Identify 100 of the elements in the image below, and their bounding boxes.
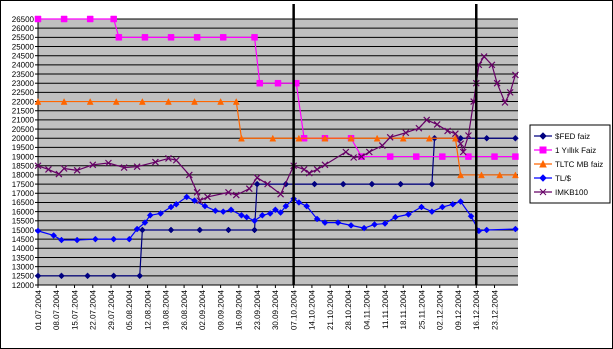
y-tick-label: 24000 — [12, 60, 35, 70]
point — [506, 88, 514, 96]
point — [457, 198, 464, 205]
point — [254, 174, 261, 182]
point — [251, 218, 258, 224]
y-tick-label: 21000 — [12, 116, 35, 125]
point — [194, 34, 200, 41]
point — [86, 16, 94, 22]
point — [392, 214, 399, 220]
point — [89, 161, 96, 168]
y-tick-label: 17000 — [12, 189, 35, 198]
point — [74, 166, 81, 174]
point — [464, 132, 472, 140]
point — [168, 34, 174, 41]
point — [136, 272, 143, 280]
point — [110, 16, 117, 22]
point — [246, 185, 253, 192]
point — [191, 197, 198, 204]
point — [423, 116, 430, 124]
y-tick-label: 22500 — [12, 88, 35, 98]
point — [232, 192, 240, 199]
point — [186, 171, 193, 179]
point — [259, 212, 266, 219]
point — [465, 153, 472, 160]
x-tick-label: 16.09.2004 — [234, 289, 244, 330]
point — [238, 212, 245, 219]
point — [165, 98, 172, 105]
point — [296, 134, 302, 142]
point — [290, 162, 298, 170]
point — [450, 201, 456, 208]
y-tick-label: 19000 — [12, 152, 35, 162]
x-tick-label: 23.12.2004 — [490, 289, 500, 330]
point — [34, 272, 42, 280]
point — [139, 98, 146, 105]
x-tick-label: 04.11.2004 — [362, 289, 372, 330]
point — [386, 134, 394, 141]
y-tick-label: 17500 — [12, 180, 35, 189]
x-tick-label: 23.09.2004 — [252, 289, 262, 330]
y-tick-label: 12000 — [12, 280, 35, 290]
point — [378, 142, 386, 150]
point — [272, 206, 279, 214]
y-tick-label: 16500 — [12, 198, 35, 208]
point — [340, 180, 346, 188]
point — [306, 169, 313, 177]
point — [238, 134, 245, 142]
x-tick-label: 26.08.2004 — [180, 289, 189, 330]
point — [501, 98, 509, 106]
point — [92, 236, 99, 242]
point — [74, 236, 80, 244]
point — [194, 188, 201, 196]
x-tick-label: 18.11.2004 — [399, 289, 408, 330]
point — [86, 98, 94, 105]
y-tick-label: 20500 — [12, 124, 35, 134]
y-tick-label: 26000 — [12, 24, 35, 33]
x-tick-label: 29.07.2004 — [106, 289, 116, 330]
point — [457, 172, 464, 178]
point — [483, 134, 490, 142]
point — [196, 226, 203, 234]
point — [512, 226, 519, 232]
point — [426, 134, 433, 142]
point — [296, 199, 302, 206]
point — [366, 148, 373, 156]
x-tick-label: 12.08.2004 — [143, 289, 152, 330]
point — [34, 98, 42, 105]
point — [415, 124, 422, 132]
y-tick-label: 15000 — [12, 226, 35, 235]
point — [277, 190, 284, 198]
point — [512, 172, 519, 178]
legend-label: 1 Yıllık Faiz — [555, 146, 596, 155]
point — [134, 226, 140, 232]
y-tick-label: 21500 — [12, 106, 35, 116]
point — [142, 219, 148, 226]
point — [168, 204, 174, 210]
point — [428, 208, 436, 215]
point — [413, 153, 420, 160]
point — [183, 194, 190, 200]
x-tick-label: 28.10.2004 — [344, 289, 354, 330]
point — [270, 134, 276, 142]
x-tick-label: 21.10.2004 — [326, 289, 335, 330]
point — [342, 148, 350, 156]
point — [371, 221, 378, 228]
point — [134, 163, 141, 170]
point — [220, 208, 226, 215]
point — [512, 134, 519, 142]
point — [139, 226, 146, 234]
point — [400, 134, 406, 142]
point — [110, 272, 117, 280]
point — [104, 159, 112, 167]
point — [84, 272, 91, 280]
y-tick-label: 13500 — [12, 253, 35, 262]
x-tick-label: 01.07.2004 — [34, 289, 43, 330]
point — [348, 222, 354, 229]
point — [405, 211, 412, 218]
point — [321, 161, 329, 168]
point — [368, 180, 376, 188]
x-tick-label: 16.12.2004 — [472, 289, 482, 330]
point — [55, 170, 62, 178]
point — [224, 188, 232, 196]
point — [300, 166, 308, 174]
point — [126, 236, 133, 242]
